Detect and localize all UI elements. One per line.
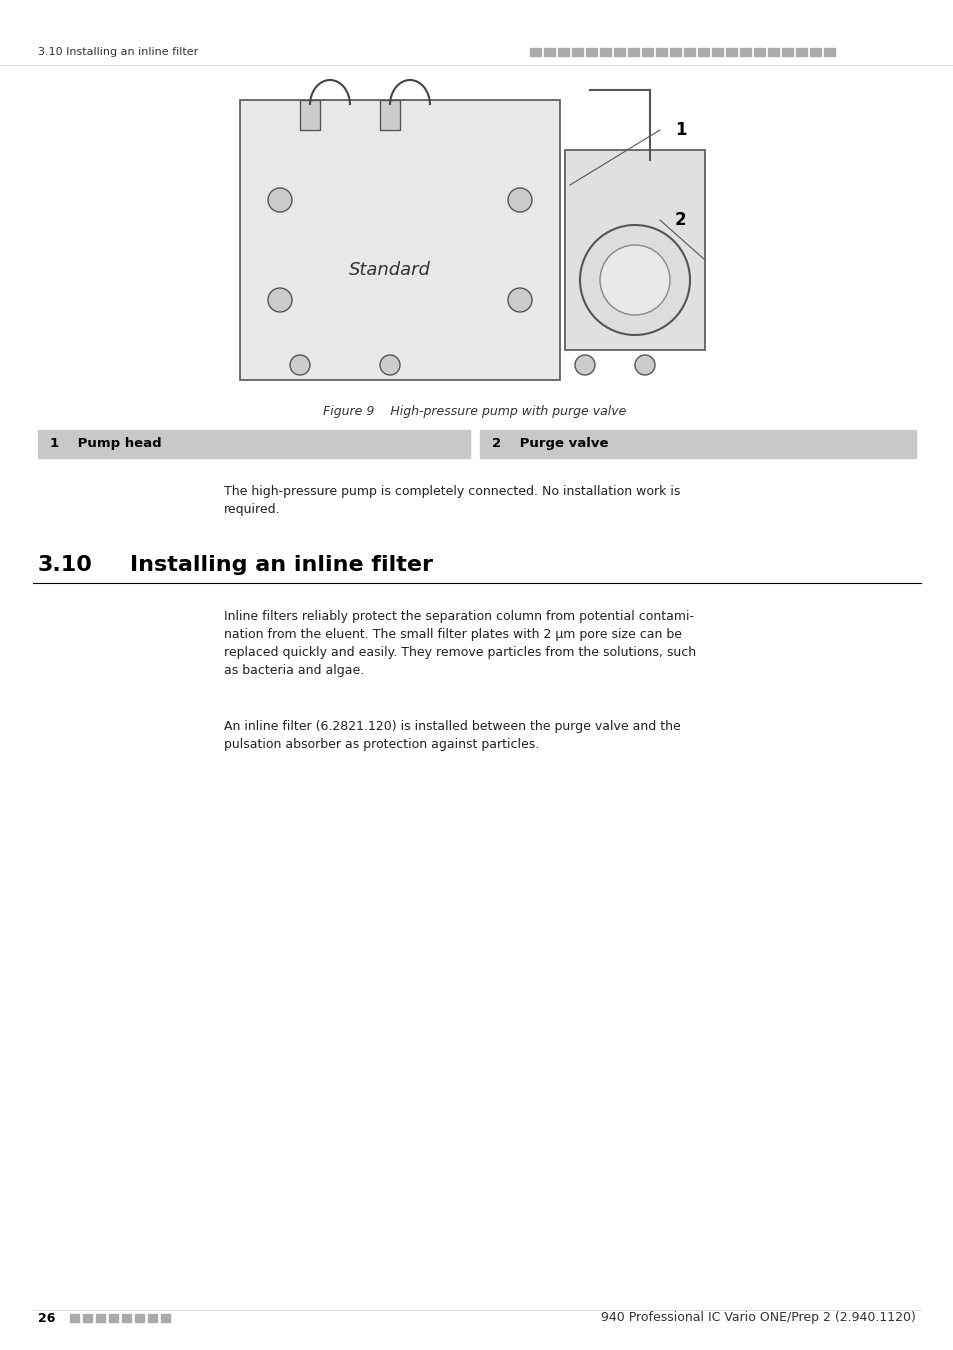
Bar: [135, 1314, 144, 1322]
Bar: [753, 49, 764, 55]
Bar: [809, 49, 821, 55]
Bar: [627, 49, 639, 55]
Text: 3.10 Installing an inline filter: 3.10 Installing an inline filter: [38, 47, 198, 57]
Circle shape: [268, 288, 292, 312]
Bar: [109, 1314, 118, 1322]
Text: 1    Pump head: 1 Pump head: [50, 437, 161, 451]
Bar: [70, 1314, 79, 1322]
Text: Installing an inline filter: Installing an inline filter: [130, 555, 433, 575]
Bar: [656, 49, 666, 55]
Bar: [585, 49, 597, 55]
Text: 26: 26: [38, 1311, 55, 1324]
Text: Figure 9    High-pressure pump with purge valve: Figure 9 High-pressure pump with purge v…: [323, 405, 626, 418]
Text: 940 Professional IC Vario ONE/Prep 2 (2.940.1120): 940 Professional IC Vario ONE/Prep 2 (2.…: [600, 1311, 915, 1324]
Bar: [781, 49, 792, 55]
Circle shape: [575, 355, 595, 375]
Bar: [83, 1314, 91, 1322]
Bar: [740, 49, 750, 55]
Bar: [122, 1314, 131, 1322]
Text: 1: 1: [675, 122, 686, 139]
Circle shape: [599, 244, 669, 315]
Bar: [725, 49, 737, 55]
Bar: [711, 49, 722, 55]
Bar: [683, 49, 695, 55]
Bar: [530, 49, 540, 55]
Bar: [599, 49, 610, 55]
Bar: [767, 49, 779, 55]
Text: 2: 2: [675, 211, 686, 230]
Bar: [96, 1314, 105, 1322]
Circle shape: [635, 355, 655, 375]
Bar: [698, 49, 708, 55]
Text: An inline filter (6.2821.120) is installed between the purge valve and the
pulsa: An inline filter (6.2821.120) is install…: [224, 720, 680, 751]
FancyBboxPatch shape: [564, 150, 704, 350]
Text: The high-pressure pump is completely connected. No installation work is
required: The high-pressure pump is completely con…: [224, 485, 679, 516]
Bar: [161, 1314, 170, 1322]
FancyBboxPatch shape: [299, 100, 319, 130]
Bar: [148, 1314, 157, 1322]
FancyBboxPatch shape: [240, 100, 559, 379]
Text: 2    Purge valve: 2 Purge valve: [492, 437, 608, 451]
Circle shape: [507, 288, 532, 312]
Bar: [823, 49, 834, 55]
Bar: [38, 431, 470, 458]
Circle shape: [579, 225, 689, 335]
Circle shape: [507, 188, 532, 212]
Bar: [669, 49, 680, 55]
Bar: [572, 49, 582, 55]
Text: Inline filters reliably protect the separation column from potential contami-
na: Inline filters reliably protect the sepa…: [224, 610, 696, 676]
Bar: [558, 49, 568, 55]
Circle shape: [290, 355, 310, 375]
Bar: [479, 431, 915, 458]
Circle shape: [379, 355, 399, 375]
Bar: [641, 49, 652, 55]
Circle shape: [268, 188, 292, 212]
Bar: [795, 49, 806, 55]
Text: 3.10: 3.10: [38, 555, 92, 575]
Bar: [614, 49, 624, 55]
Bar: [543, 49, 555, 55]
Text: Standard: Standard: [349, 261, 431, 279]
FancyBboxPatch shape: [379, 100, 399, 130]
